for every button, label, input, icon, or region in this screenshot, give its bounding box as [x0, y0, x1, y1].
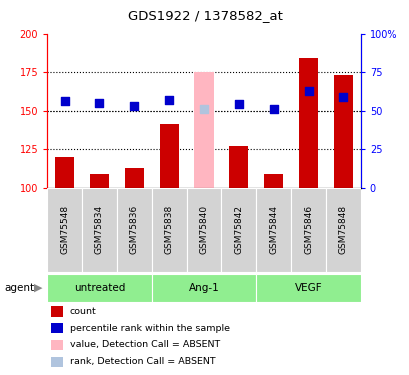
Point	[131, 103, 137, 109]
Bar	[151, 274, 256, 302]
Bar	[298, 58, 317, 188]
Bar	[55, 157, 74, 188]
Bar	[333, 75, 352, 188]
Point	[339, 94, 346, 100]
Text: GSM75548: GSM75548	[60, 205, 69, 254]
Bar	[47, 188, 82, 272]
Bar	[221, 188, 256, 272]
Bar	[325, 188, 360, 272]
Point	[235, 102, 242, 108]
Bar	[194, 72, 213, 188]
Point	[96, 100, 103, 106]
Text: agent: agent	[4, 283, 34, 293]
Bar	[47, 274, 151, 302]
Text: Ang-1: Ang-1	[188, 283, 219, 293]
Text: untreated: untreated	[74, 283, 125, 293]
Point	[61, 98, 68, 104]
Point	[305, 88, 311, 94]
Bar	[229, 146, 248, 188]
Text: GSM75834: GSM75834	[95, 205, 103, 254]
Point	[166, 97, 172, 103]
Text: GDS1922 / 1378582_at: GDS1922 / 1378582_at	[127, 9, 282, 22]
Point	[270, 106, 276, 112]
Bar	[186, 188, 221, 272]
Bar	[117, 188, 151, 272]
Text: GSM75844: GSM75844	[269, 205, 277, 254]
Bar	[82, 188, 117, 272]
Text: GSM75846: GSM75846	[303, 205, 312, 254]
Bar	[263, 174, 283, 188]
Text: GSM75840: GSM75840	[199, 205, 208, 254]
Text: GSM75838: GSM75838	[164, 205, 173, 254]
Text: VEGF: VEGF	[294, 283, 321, 293]
Text: GSM75836: GSM75836	[130, 205, 138, 254]
Point	[200, 106, 207, 112]
Bar	[159, 124, 178, 188]
Text: value, Detection Call = ABSENT: value, Detection Call = ABSENT	[70, 340, 219, 350]
Bar	[256, 274, 360, 302]
Bar	[124, 168, 144, 188]
Text: GSM75848: GSM75848	[338, 205, 347, 254]
Text: GSM75842: GSM75842	[234, 205, 243, 254]
Bar	[256, 188, 290, 272]
Text: rank, Detection Call = ABSENT: rank, Detection Call = ABSENT	[70, 357, 215, 366]
Text: percentile rank within the sample: percentile rank within the sample	[70, 324, 229, 333]
Bar	[90, 174, 109, 188]
Bar	[290, 188, 325, 272]
Bar	[151, 188, 186, 272]
Text: count: count	[70, 307, 96, 316]
Text: ▶: ▶	[34, 283, 42, 293]
